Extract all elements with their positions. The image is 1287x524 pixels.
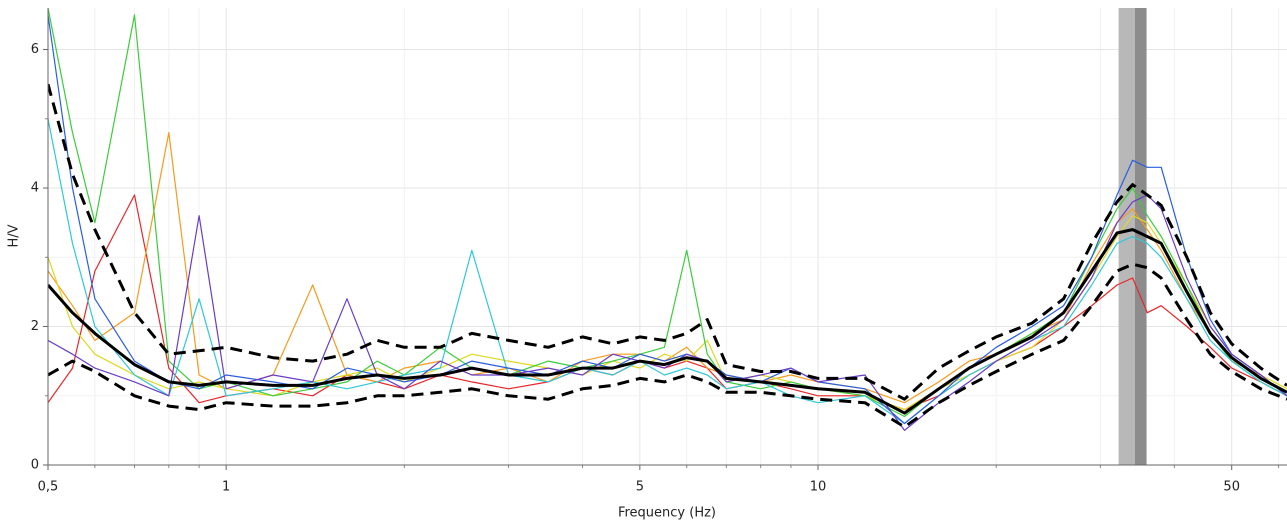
- x-axis-label: Frequency (Hz): [618, 506, 716, 521]
- statistic-curve: [48, 83, 1287, 401]
- window-curve: [48, 118, 1287, 425]
- y-tick-label: 4: [31, 181, 39, 196]
- plot-lines: [48, 8, 1287, 431]
- window-curve: [48, 8, 1287, 418]
- y-axis-label: H/V: [7, 224, 22, 247]
- x-tick-label: 10: [810, 480, 827, 495]
- y-tick-label: 2: [31, 319, 39, 334]
- x-tick-label: 1: [222, 480, 230, 495]
- window-curve: [48, 215, 1287, 411]
- x-tick-label: 0,5: [38, 480, 59, 495]
- x-tick-label: 5: [636, 480, 644, 495]
- statistic-curve: [48, 228, 1287, 415]
- x-tick-label: 50: [1223, 480, 1240, 495]
- statistic-curve: [48, 262, 1287, 429]
- axes: 0,5 1 5 10 50 0 2 4 6: [31, 8, 1287, 495]
- y-tick-label: 0: [31, 458, 39, 473]
- peak-band-high: [1134, 8, 1147, 465]
- peak-band: [1118, 8, 1147, 465]
- grid: [47, 8, 1287, 466]
- y-tick-label: 6: [31, 42, 39, 57]
- window-curve: [48, 194, 1287, 411]
- peak-band-low: [1118, 8, 1135, 465]
